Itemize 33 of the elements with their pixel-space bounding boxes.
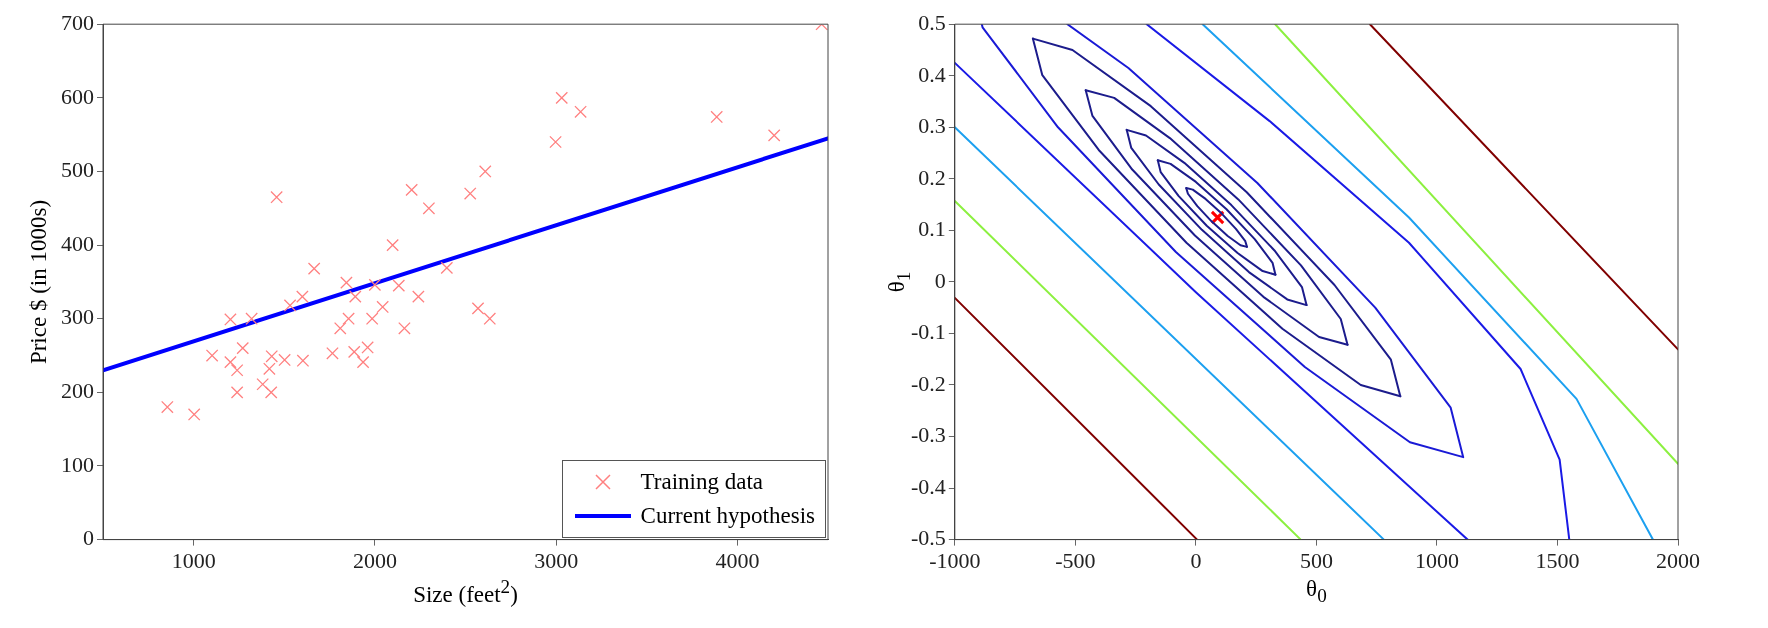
y-tick-label: 200 [61, 378, 94, 404]
x-tick-label: 2000 [1656, 547, 1700, 573]
y-tick-label: 0.1 [918, 216, 946, 242]
x-tick-label: 500 [1299, 547, 1333, 573]
y-tick-label: 0.3 [918, 113, 946, 139]
y-tick-label: 100 [61, 451, 94, 477]
y-tick-label: 300 [61, 304, 94, 330]
x-axis-title: θ$_{0}$ [1305, 575, 1328, 607]
legend-label: Current hypothesis [640, 501, 815, 530]
legend-label: Training data [640, 467, 764, 496]
y-tick-label: 0.4 [918, 61, 946, 87]
x-tick-label: 0 [1190, 547, 1202, 573]
y-tick-label: 400 [61, 230, 94, 256]
x-axis-title: Size (feet$^{2}$) [412, 575, 519, 608]
x-tick-label: 1500 [1535, 547, 1580, 573]
y-tick-label: -0.3 [911, 422, 946, 448]
y-tick-label: 700 [61, 9, 94, 35]
x-tick-label: 3000 [534, 547, 579, 573]
y-tick-label: 500 [61, 157, 94, 183]
y-tick-label: 0.5 [918, 9, 946, 35]
y-tick-label: -0.4 [911, 473, 946, 499]
x-tick-label: 4000 [715, 547, 760, 573]
y-axis-title: Price $ (in 1000s) [26, 199, 52, 364]
x-tick-label: 1000 [1414, 547, 1459, 573]
y-tick-label: 0 [934, 267, 946, 293]
y-tick-label: -0.1 [911, 319, 946, 345]
y-tick-label: 0.2 [918, 164, 946, 190]
y-tick-label: 600 [61, 83, 94, 109]
x-tick-label: 2000 [352, 547, 397, 573]
x-tick-label: 1000 [171, 547, 216, 573]
y-tick-label: 0 [83, 525, 94, 551]
x-tick-label: -500 [1055, 547, 1096, 573]
y-tick-label: -0.2 [911, 370, 946, 396]
